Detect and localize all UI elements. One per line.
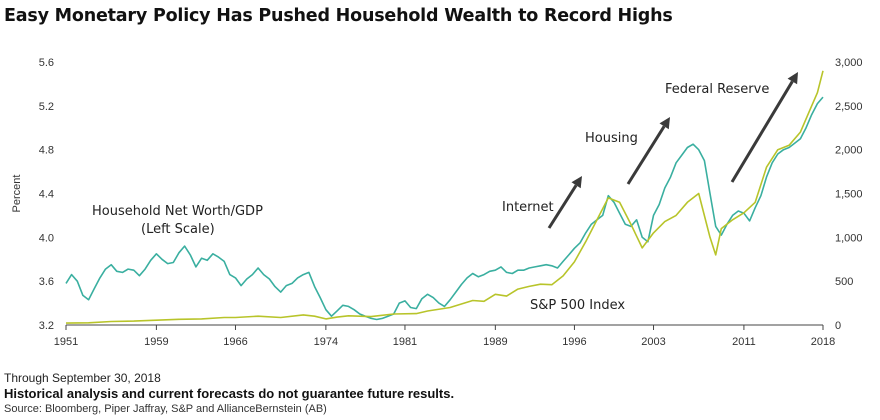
y2-tick-label: 3,000 <box>835 57 863 69</box>
x-tick-label: 2011 <box>732 336 756 348</box>
internet-label: Internet <box>502 200 554 215</box>
housing-arrow-head <box>659 117 670 130</box>
y-tick-label: 4.4 <box>39 189 54 201</box>
y-axis-title: Percent <box>11 175 23 213</box>
federal-reserve-label: Federal Reserve <box>665 82 769 97</box>
y-tick-label: 3.2 <box>39 320 54 332</box>
chart-arrows <box>547 72 798 229</box>
sp500-label: S&P 500 Index <box>530 298 625 313</box>
chart-series <box>65 70 824 324</box>
x-tick-label: 2018 <box>811 336 835 348</box>
internet-arrow-head <box>571 176 582 189</box>
y2-tick-label: 2,500 <box>835 101 863 113</box>
federal-reserve-arrow-head <box>787 72 798 85</box>
sp500-line <box>65 70 824 324</box>
y-tick-label: 4.8 <box>39 145 54 157</box>
federal-reserve-arrow <box>730 72 798 183</box>
x-tick-label: 1974 <box>314 336 338 348</box>
y-tick-label: 3.6 <box>39 276 54 288</box>
x-tick-label: 1959 <box>144 336 168 348</box>
x-tick-label: 1951 <box>54 336 78 348</box>
source-note: Source: Bloomberg, Piper Jaffray, S&P an… <box>4 403 327 415</box>
y-tick-label: 5.2 <box>39 101 54 113</box>
y2-tick-label: 0 <box>835 320 841 332</box>
y2-tick-label: 1,500 <box>835 189 863 201</box>
net-worth-label-line2: (Left Scale) <box>141 222 215 237</box>
y-tick-label: 5.6 <box>39 57 54 69</box>
housing-arrow-shaft <box>626 125 666 185</box>
chart-title: Easy Monetary Policy Has Pushed Househol… <box>4 6 673 26</box>
internet-arrow <box>547 176 582 229</box>
x-tick-label: 1981 <box>393 336 417 348</box>
line-chart: 1951 1959 1966 1974 1981 1989 1996 2003 2011 2018… <box>11 57 863 348</box>
x-tick-label: 1996 <box>562 336 586 348</box>
y2-tick-label: 500 <box>835 276 853 288</box>
x-tick-label: 1989 <box>483 336 507 348</box>
disclaimer: Historical analysis and current forecast… <box>4 386 455 401</box>
x-tick-label: 1966 <box>223 336 247 348</box>
internet-arrow-shaft <box>547 184 578 229</box>
y-tick-label: 4.0 <box>39 232 54 244</box>
housing-arrow <box>626 117 670 185</box>
federal-reserve-arrow-shaft <box>730 80 794 183</box>
as-of-note: Through September 30, 2018 <box>4 371 161 385</box>
y2-tick-label: 2,000 <box>835 145 863 157</box>
y2-tick-label: 1,000 <box>835 232 863 244</box>
chart-axes: 1951 1959 1966 1974 1981 1989 1996 2003 2011 2018… <box>11 57 863 348</box>
net-worth-line <box>65 96 824 321</box>
housing-label: Housing <box>585 131 638 146</box>
net-worth-label-line1: Household Net Worth/GDP <box>92 204 263 219</box>
x-tick-label: 2003 <box>641 336 665 348</box>
